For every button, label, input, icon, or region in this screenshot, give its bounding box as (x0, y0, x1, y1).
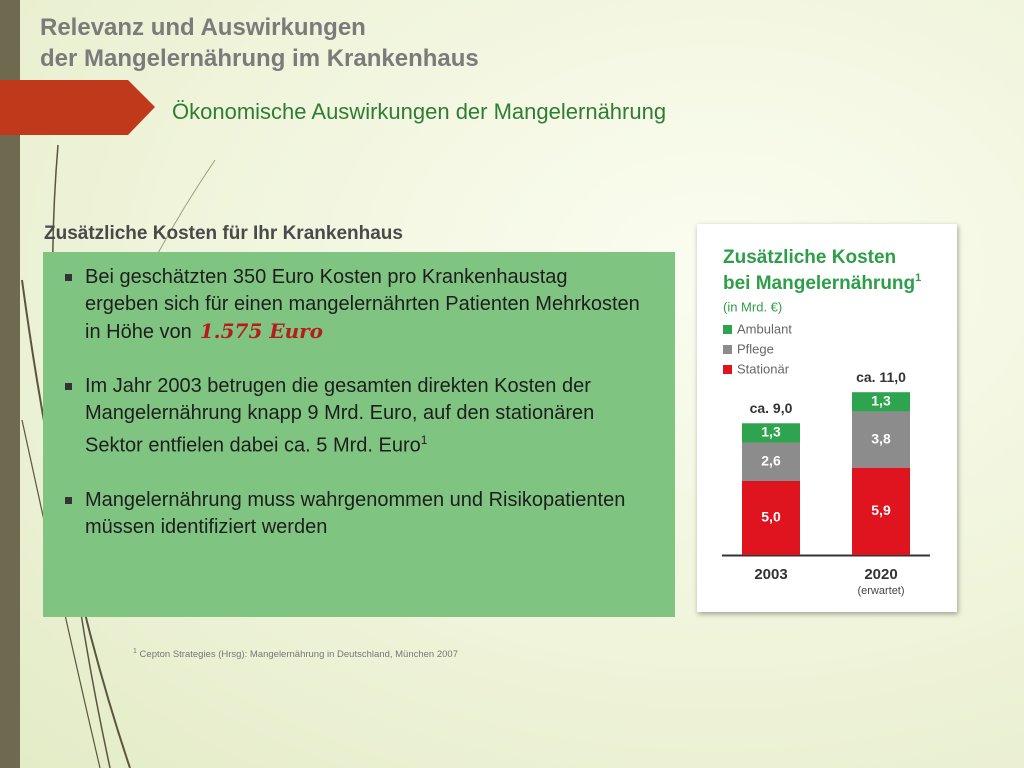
title: Relevanz und Auswirkungen der Mangelernä… (40, 12, 479, 74)
chart-title-line: bei Mangelernährung (723, 273, 915, 294)
legend-label: Ambulant (737, 321, 792, 336)
bullet-text: Mangelernährung muss wahrgenommen und Ri… (85, 488, 626, 538)
section-heading: Zusätzliche Kosten für Ihr Krankenhaus (44, 223, 403, 244)
footnote-mark: 1 (420, 433, 428, 447)
legend-label: Pflege (737, 341, 774, 356)
bar-segment (852, 467, 910, 555)
value-label: 5,9 (871, 502, 891, 518)
x-tick-label: 2020 (864, 566, 897, 583)
text-box: Bei geschätzten 350 Euro Kosten pro Kran… (43, 252, 675, 617)
bar-segment (742, 423, 800, 443)
bar-segment (742, 442, 800, 481)
chart-title: Zusätzliche Kosten (723, 247, 896, 268)
value-label: 1,3 (761, 424, 781, 440)
bullet: Mangelernährung muss wahrgenommen und Ri… (65, 487, 645, 541)
chart-subtitle: (in Mrd. €) (723, 299, 782, 314)
footnote-mark: 1 (133, 648, 137, 655)
footnote-mark: 1 (915, 272, 921, 284)
bullet: Im Jahr 2003 betrugen die gesamten direk… (65, 373, 645, 460)
subtitle: Ökonomische Auswirkungen der Mangelernäh… (172, 99, 667, 124)
bar-segment (852, 392, 910, 412)
x-tick-label: 2003 (754, 566, 787, 583)
chart-card: Zusätzliche Kosten bei Mangelernährung1 … (697, 224, 957, 612)
bullet-text: Im Jahr 2003 betrugen die gesamten direk… (85, 375, 595, 457)
footnote: 1 Cepton Strategies (Hrsg): Mangelernähr… (133, 648, 458, 660)
value-label: 2,6 (761, 452, 781, 468)
legend-swatch (723, 325, 732, 334)
bullet-list: Bei geschätzten 350 Euro Kosten pro Kran… (43, 252, 675, 541)
footnote-text: Cepton Strategies (Hrsg): Mangelernährun… (139, 649, 458, 661)
total-label: ca. 11,0 (856, 369, 906, 385)
legend-swatch (723, 345, 732, 354)
bar-segment (852, 411, 910, 468)
value-label: 5,0 (761, 509, 781, 525)
title-line: Relevanz und Auswirkungen (40, 14, 366, 41)
total-label: ca. 9,0 (750, 400, 793, 416)
title-line: der Mangelernährung im Krankenhaus (40, 45, 479, 72)
bullet: Bei geschätzten 350 Euro Kosten pro Kran… (65, 264, 645, 346)
legend-swatch (723, 365, 732, 374)
bar-segment (742, 481, 800, 555)
chart-title: bei Mangelernährung1 (723, 272, 921, 294)
value-label: 3,8 (871, 430, 891, 446)
value-label: 1,3 (871, 393, 891, 409)
highlight: 1.575 Euro (199, 319, 324, 343)
category-note: (erwartet) (857, 585, 904, 597)
bullet-text: Bei geschätzten 350 Euro Kosten pro Kran… (85, 266, 640, 343)
chart: Zusätzliche Kosten bei Mangelernährung1 … (722, 247, 930, 597)
legend-label: Stationär (737, 361, 790, 376)
